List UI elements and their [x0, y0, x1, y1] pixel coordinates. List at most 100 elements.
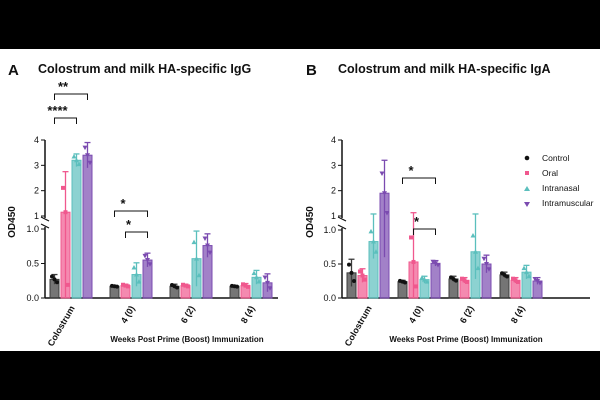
data-point [251, 270, 257, 276]
y-tick-label: 1 [34, 211, 39, 221]
data-point [484, 262, 489, 267]
category-label: 4 (0) [119, 304, 137, 325]
data-point [191, 239, 197, 245]
axis-break-mark [40, 216, 50, 222]
figure-canvas: A Colostrum and milk HA-specific IgG B C… [0, 49, 600, 351]
data-point [462, 278, 467, 283]
legend-item-oral: Oral [525, 168, 558, 178]
legend-label-intranasal: Intranasal [542, 183, 579, 193]
significance-bracket [413, 228, 436, 235]
legend-item-intranasal: Intranasal [524, 183, 579, 193]
panel-b-letter: B [306, 62, 317, 79]
data-point [66, 282, 70, 287]
data-point [55, 280, 59, 285]
data-point [183, 283, 188, 288]
data-point [454, 278, 458, 283]
data-point [422, 277, 427, 282]
y-tick-label: 1.0 [323, 225, 336, 235]
data-point [347, 262, 351, 267]
data-point [142, 253, 148, 259]
data-point [516, 279, 520, 284]
data-point [121, 282, 125, 287]
data-point [267, 286, 273, 291]
data-point [513, 278, 518, 283]
legend-marker-control [524, 155, 530, 161]
data-point [136, 279, 142, 284]
y-tick-label: 1 [331, 211, 336, 221]
significance-bracket [54, 93, 88, 100]
data-point [460, 276, 464, 281]
significance-label: * [120, 196, 126, 211]
data-point [61, 185, 65, 190]
data-point [243, 283, 248, 288]
data-point [235, 284, 239, 289]
data-point [196, 272, 202, 278]
data-point [85, 153, 90, 158]
data-point [384, 210, 390, 216]
data-point [82, 145, 88, 151]
y-tick-label: 1.0 [26, 224, 39, 234]
legend-marker-intramuscular [524, 202, 530, 207]
category-label: 8 (4) [509, 304, 527, 325]
data-point [382, 191, 387, 196]
data-point [202, 236, 208, 242]
data-point [52, 277, 57, 282]
data-point [256, 278, 262, 284]
data-point [411, 259, 416, 264]
data-point [194, 256, 199, 261]
data-point [50, 274, 54, 279]
y-tick-label: 2 [34, 186, 39, 196]
category-label: Colostrum [46, 304, 77, 348]
data-point [368, 228, 374, 234]
axis-break-mark [337, 216, 347, 222]
data-point [349, 270, 354, 275]
y-tick-label: 0.0 [26, 293, 39, 303]
data-point [511, 276, 515, 281]
data-point [358, 269, 362, 274]
data-point [424, 279, 430, 284]
y-tick-label: 3 [331, 160, 336, 170]
data-point [123, 283, 128, 288]
category-label: 6 (2) [458, 304, 476, 325]
legend-marker-oral [525, 171, 529, 175]
data-point [145, 258, 150, 263]
y-tick-label: 0.5 [26, 259, 39, 269]
figure-svg: A Colostrum and milk HA-specific IgG B C… [7, 62, 594, 348]
legend-label-intramuscular: Intramuscular [542, 198, 594, 208]
data-point [254, 274, 259, 280]
y-tick-label: 2 [331, 186, 336, 196]
data-point [131, 265, 137, 270]
data-point [246, 284, 250, 289]
data-point [524, 269, 529, 275]
data-point [115, 284, 119, 289]
category-label: 6 (2) [179, 304, 197, 325]
data-point [535, 279, 540, 284]
data-point [265, 280, 270, 286]
data-point [470, 232, 476, 238]
data-point [430, 259, 436, 265]
data-point [537, 281, 543, 286]
category-label: Colostrum [343, 304, 374, 348]
data-point [262, 275, 268, 280]
bar-intranasal-0 [71, 159, 82, 299]
significance-bracket [125, 231, 148, 238]
axis-break-mark [40, 223, 50, 229]
data-point [371, 239, 376, 244]
panel-a-title: Colostrum and milk HA-specific IgG [38, 62, 251, 76]
data-point [360, 273, 365, 278]
data-point [63, 210, 68, 215]
legend: Control Oral Intranasal Intramuscular [524, 153, 594, 208]
data-point [74, 157, 79, 163]
significance-bracket [114, 210, 148, 217]
data-point [207, 250, 213, 256]
data-point [403, 280, 407, 285]
data-point [532, 276, 538, 282]
panel-a-xlabel: Weeks Post Prime (Boost) Immunization [110, 335, 263, 344]
data-point [126, 284, 130, 289]
data-point [526, 273, 532, 279]
data-point [181, 282, 185, 287]
significance-label: * [414, 214, 420, 229]
legend-marker-intranasal [524, 186, 530, 191]
data-point [521, 265, 527, 271]
